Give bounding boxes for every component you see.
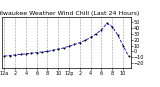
Title: Milwaukee Weather Wind Chill (Last 24 Hours): Milwaukee Weather Wind Chill (Last 24 Ho…: [0, 11, 139, 16]
